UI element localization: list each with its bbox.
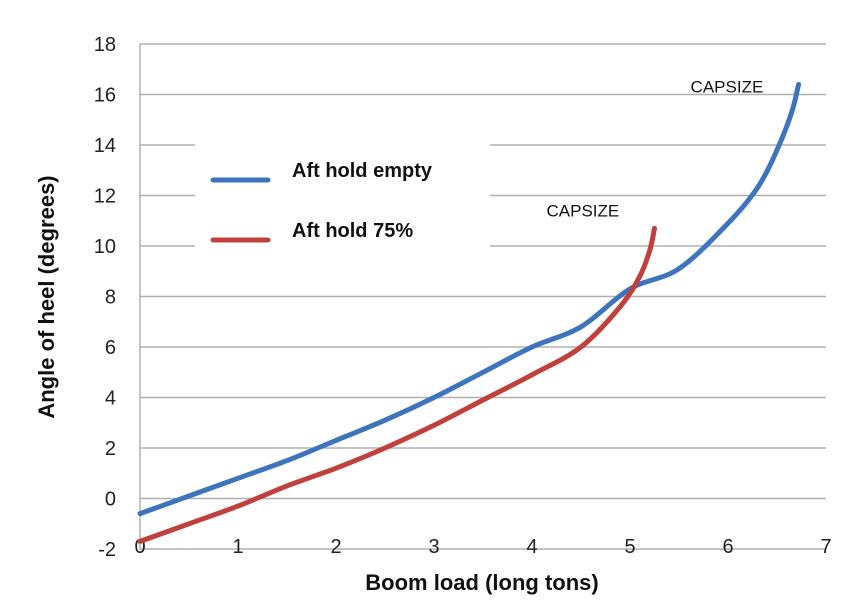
y-axis-title: Angle of heel (degrees) (34, 175, 59, 418)
legend-box (195, 140, 490, 252)
capsize-annotation: CAPSIZE (691, 77, 764, 96)
y-tick-label: 16 (94, 85, 116, 107)
x-tick-label: 6 (722, 536, 733, 558)
x-tick-label: 2 (330, 536, 341, 558)
y-tick-labels: -2 0 2 4 6 8 10 12 14 16 18 (94, 34, 116, 561)
y-tick-label: 18 (94, 34, 116, 56)
x-tick-label: 3 (428, 536, 439, 558)
legend: Aft hold empty Aft hold 75% (195, 140, 490, 252)
y-tick-label: -2 (98, 539, 116, 561)
x-axis-title: Boom load (long tons) (365, 570, 598, 595)
series-line-0 (137, 81, 802, 517)
x-tick-label: 5 (624, 536, 635, 558)
y-tick-label: 4 (105, 388, 116, 410)
legend-label: Aft hold 75% (292, 220, 413, 242)
annotations: CAPSIZE CAPSIZE (547, 77, 764, 220)
x-tick-label: 4 (526, 536, 537, 558)
y-tick-label: 12 (94, 186, 116, 208)
y-tick-label: 0 (105, 489, 116, 511)
y-tick-label: 10 (94, 236, 116, 258)
x-tick-label: 0 (134, 536, 145, 558)
grid-lines (139, 43, 826, 550)
y-tick-label: 2 (105, 438, 116, 460)
x-tick-label: 7 (820, 536, 831, 558)
x-tick-label: 1 (232, 536, 243, 558)
y-tick-label: 8 (105, 287, 116, 309)
y-tick-label: 14 (94, 135, 116, 157)
capsize-annotation: CAPSIZE (547, 201, 620, 220)
y-tick-label: 6 (105, 337, 116, 359)
series-line-1 (137, 225, 657, 544)
x-tick-labels: 0 1 2 3 4 5 6 7 (134, 536, 831, 558)
series-lines (137, 81, 802, 544)
legend-label: Aft hold empty (292, 160, 433, 182)
